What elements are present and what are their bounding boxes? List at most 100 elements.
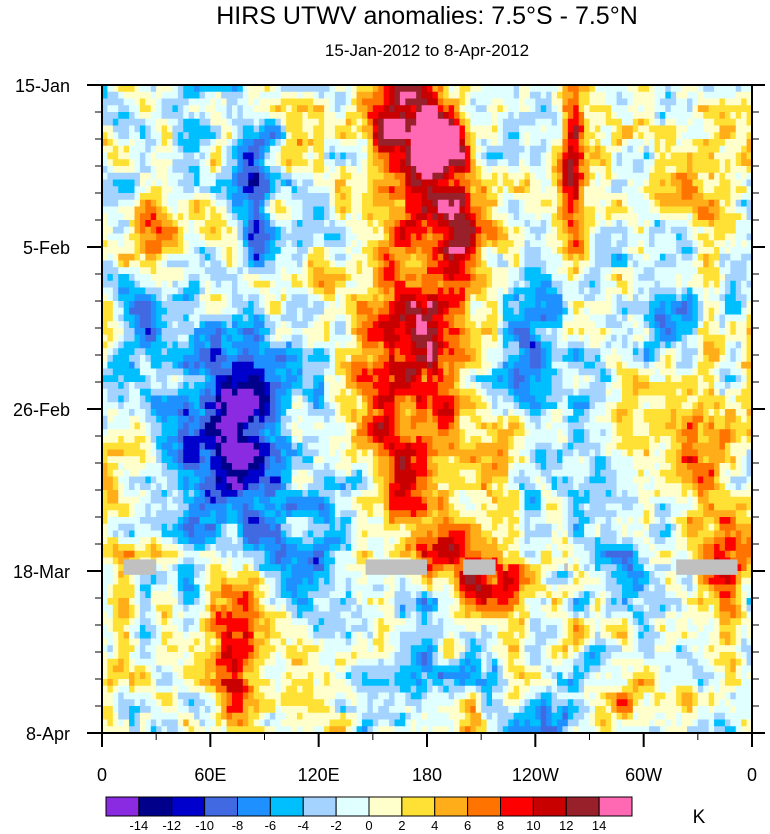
field-cell xyxy=(161,85,168,93)
field-cell xyxy=(123,213,130,221)
field-cell xyxy=(383,85,390,93)
field-cell xyxy=(372,301,379,309)
field-cell xyxy=(670,328,677,336)
field-cell xyxy=(567,355,574,363)
field-cell xyxy=(470,105,477,113)
field-cell xyxy=(356,361,363,370)
field-cell xyxy=(741,260,748,268)
field-cell xyxy=(318,348,325,356)
field-cell xyxy=(448,274,455,282)
field-cell xyxy=(356,267,363,275)
field-cell xyxy=(470,280,477,289)
field-cell xyxy=(589,206,596,214)
field-cell xyxy=(519,112,526,120)
field-cell xyxy=(118,199,125,208)
field-cell xyxy=(703,193,710,201)
field-cell xyxy=(464,118,471,127)
field-cell xyxy=(421,287,428,295)
field-cell xyxy=(145,132,152,140)
field-cell xyxy=(594,179,601,187)
field-cell xyxy=(676,85,683,93)
field-cell xyxy=(237,314,244,322)
field-cell xyxy=(204,226,211,235)
field-cell xyxy=(665,105,672,113)
field-cell xyxy=(703,186,710,194)
field-cell xyxy=(134,98,141,106)
field-cell xyxy=(215,186,222,194)
field-cell xyxy=(562,172,569,181)
field-cell xyxy=(573,139,580,147)
field-cell xyxy=(719,341,726,349)
field-cell xyxy=(237,152,244,160)
field-cell xyxy=(470,240,477,248)
field-cell xyxy=(594,112,601,120)
field-cell xyxy=(221,328,228,336)
field-cell xyxy=(665,253,672,262)
field-cell xyxy=(410,307,417,316)
field-cell xyxy=(659,152,666,160)
field-cell xyxy=(107,348,114,356)
field-cell xyxy=(670,274,677,282)
field-cell xyxy=(410,321,417,329)
field-cell xyxy=(112,98,119,106)
field-cell xyxy=(584,233,591,241)
field-cell xyxy=(313,361,320,370)
field-cell xyxy=(107,213,114,221)
field-cell xyxy=(437,105,444,113)
field-cell xyxy=(188,328,195,336)
field-cell xyxy=(248,226,255,235)
field-cell xyxy=(329,321,336,329)
field-cell xyxy=(232,145,239,154)
field-cell xyxy=(502,253,509,262)
field-cell xyxy=(714,166,721,174)
field-cell xyxy=(611,118,618,127)
field-cell xyxy=(611,240,618,248)
field-cell xyxy=(649,159,656,167)
field-cell xyxy=(389,280,396,289)
field-cell xyxy=(275,132,282,140)
field-cell xyxy=(172,118,179,127)
field-cell xyxy=(340,152,347,160)
field-cell xyxy=(389,145,396,154)
field-cell xyxy=(443,247,450,255)
field-cell xyxy=(551,307,558,316)
field-cell xyxy=(611,233,618,241)
field-cell xyxy=(481,240,488,248)
field-cell xyxy=(492,301,499,309)
field-cell xyxy=(692,179,699,187)
field-cell xyxy=(611,105,618,113)
field-cell xyxy=(221,274,228,282)
field-cell xyxy=(107,301,114,309)
field-cell xyxy=(746,186,753,194)
field-cell xyxy=(714,125,721,133)
field-cell xyxy=(167,253,174,262)
field-cell xyxy=(416,139,423,147)
field-cell xyxy=(432,247,439,255)
field-cell xyxy=(324,112,331,120)
field-cell xyxy=(248,253,255,262)
field-cell xyxy=(313,199,320,208)
field-cell xyxy=(659,341,666,349)
field-cell xyxy=(112,213,119,221)
field-cell xyxy=(584,166,591,174)
field-cell xyxy=(502,220,509,228)
field-cell xyxy=(567,321,574,329)
field-cell xyxy=(665,152,672,160)
field-cell xyxy=(102,199,109,208)
field-cell xyxy=(437,233,444,241)
field-cell xyxy=(156,321,163,329)
field-cell xyxy=(670,301,677,309)
field-cell xyxy=(638,321,645,329)
field-cell xyxy=(578,85,585,93)
field-cell xyxy=(714,260,721,268)
field-cell xyxy=(681,280,688,289)
field-cell xyxy=(118,233,125,241)
field-cell xyxy=(594,328,601,336)
field-cell xyxy=(730,280,737,289)
field-cell xyxy=(226,125,233,133)
field-cell xyxy=(632,139,639,147)
field-cell xyxy=(567,220,574,228)
field-cell xyxy=(410,314,417,322)
field-cell xyxy=(410,253,417,262)
field-cell xyxy=(150,206,157,214)
